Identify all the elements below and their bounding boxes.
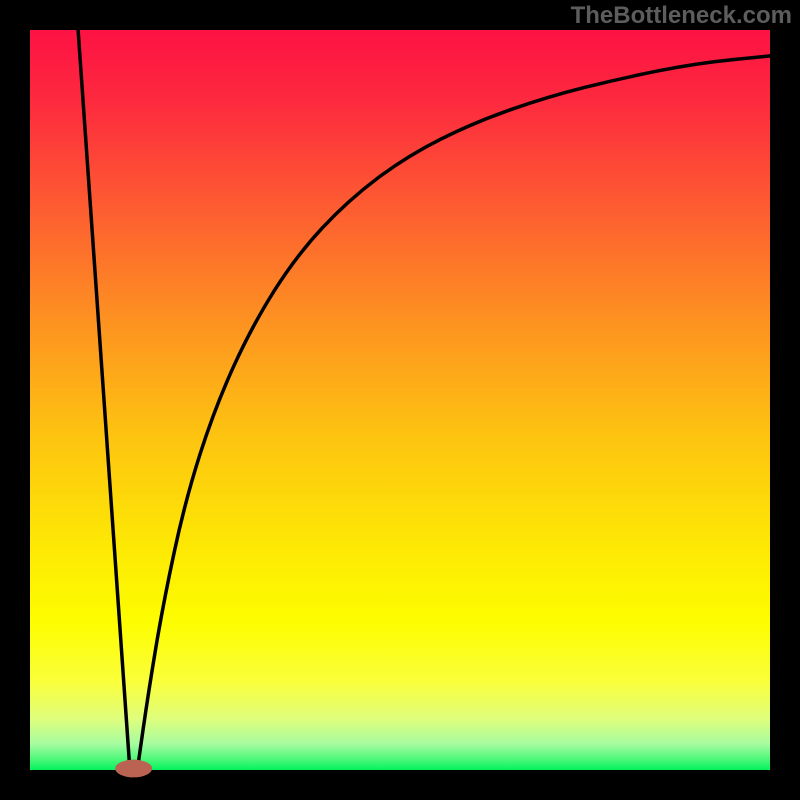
minimum-marker [115,760,152,778]
chart-svg [0,0,800,800]
watermark-text: TheBottleneck.com [571,2,792,30]
plot-background [30,30,770,770]
chart-container: TheBottleneck.com [0,0,800,800]
